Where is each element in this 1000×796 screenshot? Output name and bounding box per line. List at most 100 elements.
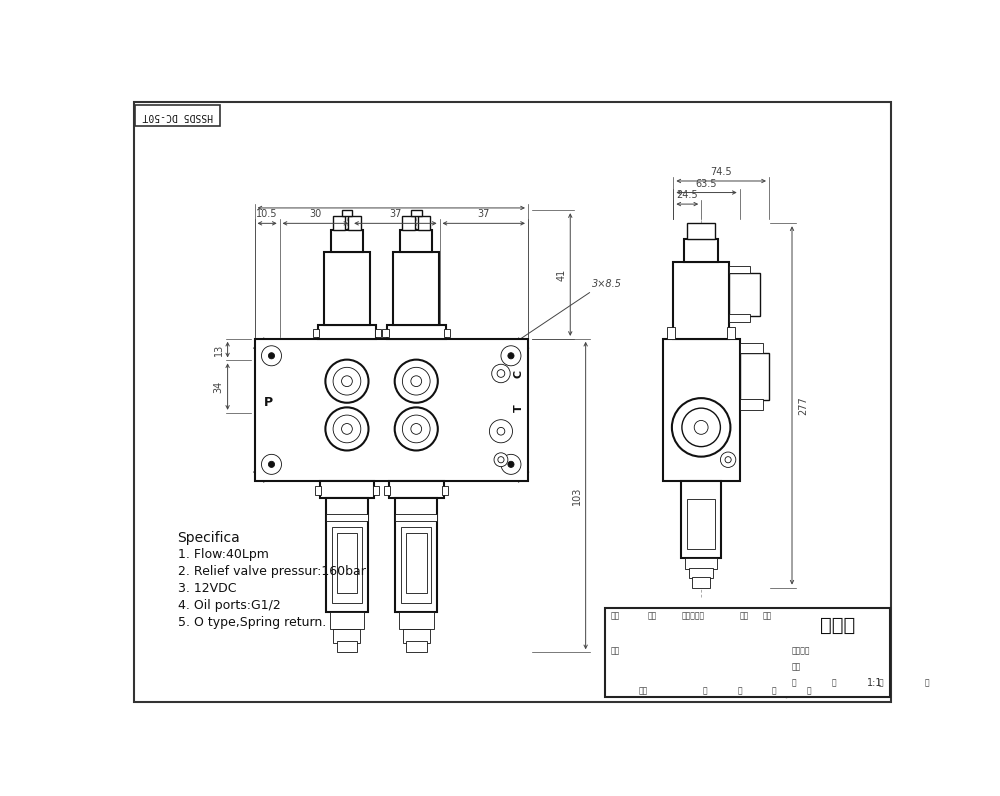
Circle shape <box>261 455 282 474</box>
Text: 页: 页 <box>832 678 837 688</box>
Circle shape <box>497 369 505 377</box>
Bar <box>689 568 713 579</box>
Bar <box>411 210 422 217</box>
Bar <box>400 230 432 252</box>
Bar <box>373 486 379 495</box>
Text: T: T <box>514 404 524 412</box>
Bar <box>255 339 528 482</box>
Bar <box>389 482 444 498</box>
Text: 审核标准: 审核标准 <box>792 646 811 655</box>
Text: 签字: 签字 <box>740 611 749 621</box>
Text: 74.5: 74.5 <box>710 167 732 178</box>
Circle shape <box>694 420 708 435</box>
Bar <box>401 528 431 603</box>
Bar <box>337 533 357 593</box>
Circle shape <box>268 461 275 467</box>
Circle shape <box>325 360 369 403</box>
Text: 张: 张 <box>737 686 742 695</box>
Bar <box>406 642 427 652</box>
Bar <box>399 612 434 629</box>
Text: 24.5: 24.5 <box>676 190 698 201</box>
Bar <box>727 326 735 339</box>
Text: 5. O type,Spring return.: 5. O type,Spring return. <box>178 616 326 629</box>
Circle shape <box>494 453 508 466</box>
Circle shape <box>725 457 731 462</box>
Circle shape <box>402 367 430 395</box>
Circle shape <box>501 455 521 474</box>
Circle shape <box>489 419 512 443</box>
Bar <box>324 252 370 325</box>
Bar <box>375 329 381 337</box>
Bar <box>384 486 390 495</box>
Bar <box>337 642 357 652</box>
Circle shape <box>682 408 720 447</box>
Bar <box>333 217 345 230</box>
Circle shape <box>333 367 361 395</box>
Bar <box>395 498 437 612</box>
Text: 外形图: 外形图 <box>820 616 855 634</box>
Text: 标记: 标记 <box>611 611 620 621</box>
Circle shape <box>498 457 504 462</box>
Text: 30: 30 <box>309 209 322 220</box>
Text: 3. 12VDC: 3. 12VDC <box>178 582 236 595</box>
Bar <box>687 499 715 549</box>
Text: 103: 103 <box>572 486 582 505</box>
Circle shape <box>342 376 352 387</box>
Circle shape <box>402 415 430 443</box>
Circle shape <box>268 353 275 359</box>
Bar <box>393 252 439 325</box>
Bar <box>673 262 729 339</box>
Text: 张: 张 <box>924 678 929 688</box>
Bar <box>387 325 446 339</box>
Bar <box>685 558 717 569</box>
Circle shape <box>672 398 730 457</box>
Circle shape <box>342 423 352 435</box>
Circle shape <box>492 365 510 383</box>
Text: 第: 第 <box>772 686 777 695</box>
Circle shape <box>325 408 369 451</box>
Circle shape <box>411 423 422 435</box>
Bar <box>729 314 750 322</box>
Text: 第: 第 <box>878 678 883 688</box>
Bar <box>348 217 361 230</box>
Text: HSSD5 DC-50T: HSSD5 DC-50T <box>142 111 213 120</box>
Bar <box>740 343 763 353</box>
Bar <box>684 239 718 262</box>
Circle shape <box>261 345 282 366</box>
Text: 1:1: 1:1 <box>867 678 882 688</box>
Text: 277: 277 <box>798 396 808 415</box>
Circle shape <box>395 408 438 451</box>
Circle shape <box>411 376 422 387</box>
Bar <box>729 266 750 273</box>
Circle shape <box>333 415 361 443</box>
Bar <box>442 486 448 495</box>
Text: 2. Relief valve pressur:160bar: 2. Relief valve pressur:160bar <box>178 565 365 578</box>
Text: 共: 共 <box>792 678 797 688</box>
Bar <box>667 326 675 339</box>
Text: 37: 37 <box>478 209 490 220</box>
Text: 1. Flow:40Lpm: 1. Flow:40Lpm <box>178 548 268 561</box>
Bar <box>663 339 740 482</box>
Text: 张: 张 <box>807 686 811 695</box>
Text: C: C <box>514 369 524 377</box>
Bar <box>330 612 364 629</box>
Bar <box>402 217 415 230</box>
Text: 41: 41 <box>556 268 566 281</box>
Bar <box>687 224 715 239</box>
Bar <box>331 230 363 252</box>
Bar <box>740 353 769 400</box>
Text: 4. Oil ports:G1/2: 4. Oil ports:G1/2 <box>178 599 280 612</box>
Bar <box>406 533 427 593</box>
Bar <box>382 329 389 337</box>
Circle shape <box>508 353 514 359</box>
Circle shape <box>497 427 505 435</box>
Bar <box>315 486 321 495</box>
Text: 37: 37 <box>389 209 402 220</box>
Text: 三图: 三图 <box>639 686 648 695</box>
Bar <box>605 608 890 696</box>
Bar <box>326 513 368 521</box>
Bar <box>313 329 319 337</box>
Bar <box>418 217 430 230</box>
Bar <box>135 105 220 127</box>
Bar <box>681 482 721 558</box>
